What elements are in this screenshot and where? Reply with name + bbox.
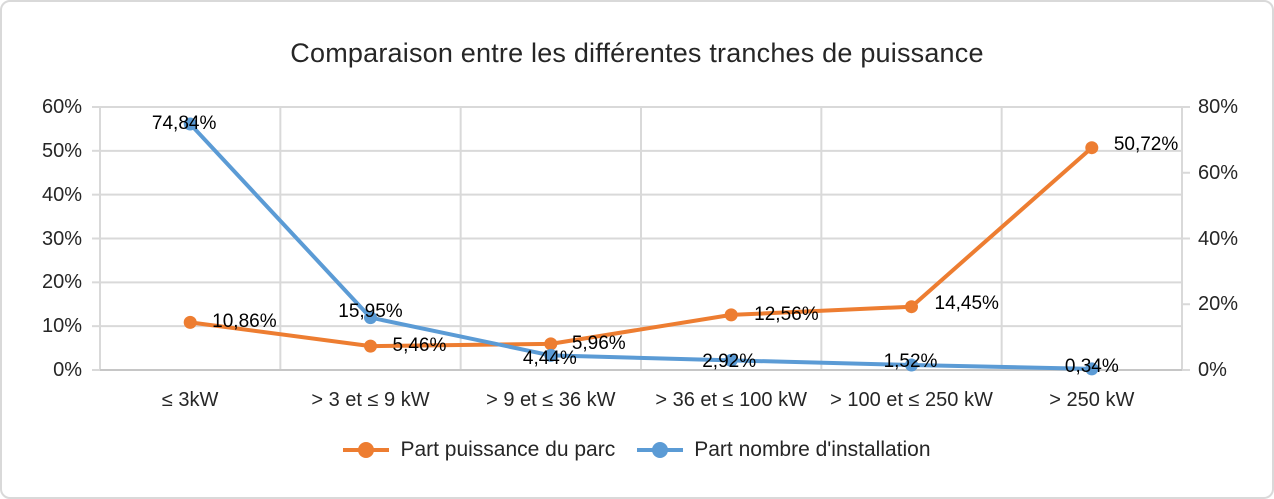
data-point-marker-part-puissance-du-parc (724, 308, 738, 322)
legend-line-marker-icon (637, 442, 684, 458)
data-point-marker-part-puissance-du-parc (1085, 141, 1099, 155)
legend-label: Part puissance du parc (400, 438, 616, 461)
legend-dot (652, 442, 669, 458)
data-point-marker-part-nombre-d-installation (544, 348, 558, 362)
data-point-marker-part-nombre-d-installation (1085, 362, 1099, 376)
data-point-marker-part-puissance-du-parc (905, 300, 918, 314)
series-line-part-nombre-d-installation (188, 122, 1094, 371)
legend-line-marker-icon (343, 442, 390, 458)
data-point-marker-part-puissance-du-parc (364, 339, 377, 353)
chart-title: Comparaison entre les différentes tranch… (290, 38, 984, 68)
data-point-marker-part-nombre-d-installation (183, 117, 197, 131)
legend: Part puissance du parc Part nombre d'inst… (2, 438, 1272, 462)
data-point-marker-part-puissance-du-parc (183, 315, 197, 329)
data-point-marker-part-nombre-d-installation (724, 353, 738, 367)
legend-label: Part nombre d'installation (694, 438, 931, 461)
legend-dot (358, 442, 375, 458)
data-point-marker-part-puissance-du-parc (544, 337, 558, 351)
data-point-marker-part-nombre-d-installation (905, 358, 918, 372)
legend-item-part-puissance-du-parc: Part puissance du parc (343, 438, 615, 462)
series-line-part-puissance-du-parc (188, 145, 1094, 349)
data-point-marker-part-nombre-d-installation (364, 311, 377, 325)
legend-item-part-nombre-d-installation: Part nombre d'installation (637, 438, 931, 462)
